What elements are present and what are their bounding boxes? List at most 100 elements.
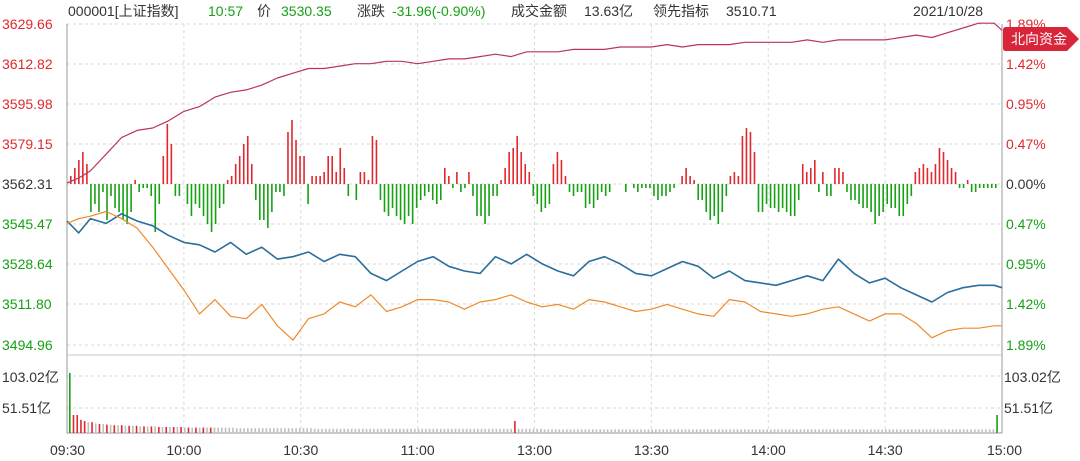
volume-bar bbox=[176, 427, 179, 433]
breadth-bar-down bbox=[130, 184, 132, 212]
turnover-label: 成交金额 bbox=[511, 3, 567, 19]
volume-bar bbox=[621, 429, 624, 433]
breadth-bar-down bbox=[568, 184, 571, 192]
breadth-bar-up bbox=[737, 176, 740, 184]
volume-bar bbox=[985, 429, 987, 433]
volume-bar bbox=[310, 428, 312, 433]
volume-bar bbox=[195, 427, 197, 433]
breadth-bar-up bbox=[954, 172, 957, 184]
change-label: 涨跌 bbox=[357, 3, 385, 19]
volume-bar bbox=[896, 429, 898, 433]
turnover-value: 13.63亿 bbox=[584, 3, 634, 19]
breadth-bar-down bbox=[773, 184, 776, 208]
breadth-bar-down bbox=[777, 184, 780, 212]
volume-bar bbox=[180, 427, 182, 433]
northbound-capital-badge[interactable]: 北向资金 bbox=[1003, 27, 1079, 51]
breadth-bar-up bbox=[926, 168, 929, 184]
breadth-bar-up bbox=[749, 132, 752, 184]
breadth-bar-down bbox=[399, 184, 402, 220]
volume-bar bbox=[280, 428, 283, 433]
volume-bar bbox=[250, 428, 253, 433]
breadth-bar-down bbox=[259, 184, 261, 220]
volume-bar bbox=[128, 425, 130, 433]
axis-labels: 3629.66 3612.82 3595.98 3579.15 3562.31 3545.… bbox=[2, 16, 1061, 458]
breadth-bar-down bbox=[906, 184, 909, 204]
volume-bar bbox=[662, 429, 665, 433]
volume-bar bbox=[502, 428, 505, 433]
breadth-bar-down bbox=[480, 184, 482, 216]
breadth-bar-down bbox=[862, 184, 864, 208]
volume-bar bbox=[154, 426, 156, 433]
volume-bar bbox=[554, 429, 557, 433]
breadth-bar-down bbox=[218, 184, 221, 208]
volume-bar bbox=[528, 428, 531, 433]
y-left-tick-label: 3579.15 bbox=[2, 136, 53, 152]
breadth-bar-down bbox=[198, 184, 201, 208]
price-value: 3530.35 bbox=[281, 3, 332, 19]
breadth-bar-down bbox=[797, 184, 800, 200]
volume-bar bbox=[243, 428, 245, 433]
volume-bar bbox=[206, 427, 208, 433]
breadth-bar-down bbox=[379, 184, 382, 200]
volume-bar bbox=[380, 428, 383, 433]
volume-bar bbox=[354, 428, 357, 433]
volume-bar bbox=[143, 426, 145, 433]
breadth-bar-down bbox=[886, 184, 888, 204]
breadth-bar-up bbox=[681, 176, 683, 184]
breadth-bars bbox=[70, 120, 997, 232]
volume-bar bbox=[332, 428, 334, 433]
volume-bar bbox=[298, 428, 301, 433]
volume-bar bbox=[814, 429, 817, 433]
breadth-bar-down bbox=[146, 184, 149, 188]
volume-bar bbox=[228, 427, 231, 433]
breadth-bar-down bbox=[661, 184, 663, 196]
volume-bar bbox=[714, 429, 716, 433]
breadth-bar-up bbox=[291, 120, 293, 184]
breadth-bar-down bbox=[576, 184, 579, 192]
breadth-bar-down bbox=[138, 184, 140, 192]
x-tick-label: 14:30 bbox=[868, 442, 903, 458]
volume-bar bbox=[425, 428, 427, 433]
volume-bar bbox=[265, 428, 268, 433]
volume-bar bbox=[829, 429, 831, 433]
volume-bar bbox=[818, 429, 820, 433]
breadth-bar-down bbox=[986, 184, 989, 188]
price-label: 价 bbox=[257, 3, 271, 19]
volume-bar bbox=[922, 429, 924, 433]
volume-bars bbox=[69, 373, 998, 433]
y-right-tick-label: 0.00% bbox=[1006, 176, 1046, 192]
breadth-bar-down bbox=[395, 184, 398, 216]
breadth-bar-up bbox=[82, 152, 84, 184]
breadth-bar-down bbox=[970, 184, 973, 192]
breadth-bar-up bbox=[801, 164, 804, 184]
volume-bar bbox=[744, 429, 746, 433]
volume-bar bbox=[566, 429, 568, 433]
breadth-bar-up bbox=[319, 176, 321, 184]
volume-bar bbox=[80, 419, 82, 433]
volume-bar bbox=[799, 429, 802, 433]
breadth-bar-up bbox=[938, 148, 941, 184]
volume-bar bbox=[94, 423, 97, 433]
breadth-bar-up bbox=[809, 168, 812, 184]
breadth-bar-down bbox=[214, 184, 217, 224]
breadth-bar-down bbox=[894, 184, 897, 208]
volume-bar bbox=[840, 429, 843, 433]
volume-bar bbox=[703, 429, 705, 433]
volume-bar bbox=[551, 429, 553, 433]
volume-bar bbox=[261, 428, 264, 433]
volume-bar bbox=[877, 429, 880, 433]
breadth-bar-down bbox=[194, 184, 197, 204]
volume-bar bbox=[569, 429, 572, 433]
volume-bar bbox=[610, 429, 613, 433]
volume-bar bbox=[936, 429, 939, 433]
volume-bar bbox=[276, 428, 279, 433]
breadth-bar-down bbox=[544, 184, 547, 208]
volume-bar bbox=[72, 415, 75, 433]
volume-bar bbox=[451, 428, 453, 433]
breadth-bar-down bbox=[460, 184, 462, 192]
volume-bar bbox=[959, 429, 961, 433]
volume-bar bbox=[269, 428, 271, 433]
y-right-tick-label: 0.47% bbox=[1006, 216, 1046, 232]
breadth-bar-up bbox=[230, 176, 233, 184]
breadth-bar-down bbox=[202, 184, 205, 216]
